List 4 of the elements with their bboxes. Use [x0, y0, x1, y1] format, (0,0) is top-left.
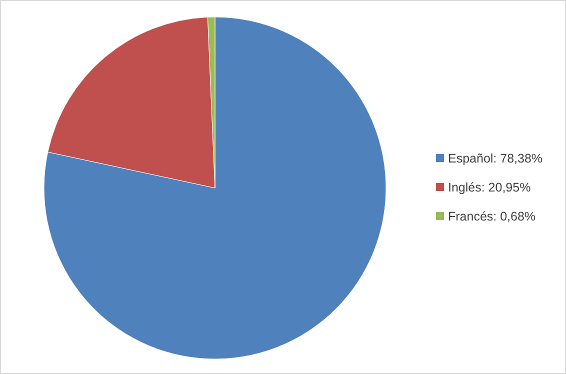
pie-slice [44, 16, 386, 360]
legend-label: Francés: 0,68% [448, 209, 536, 224]
legend-label: Español: 78,38% [448, 151, 543, 166]
legend-label: Inglés: 20,95% [448, 180, 531, 194]
